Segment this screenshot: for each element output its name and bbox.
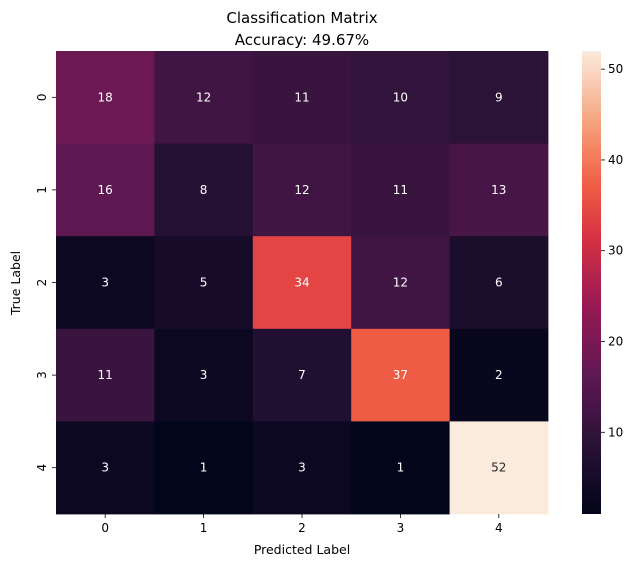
x-tick-label: 4 [495,521,503,535]
heatmap-cell-1-4 [449,143,549,237]
colorbar: 10 20 30 40 50 [582,51,623,514]
y-tick-label: 2 [35,279,49,287]
heatmap-cell-3-2 [252,328,352,422]
colorbar-tick-label: 20 [608,335,623,349]
heatmap-cell-0-3 [351,51,450,144]
x-axis-ticks: 0 1 2 3 4 [101,514,503,535]
x-tick-label: 1 [200,521,208,535]
cell-value-1-1: 8 [200,183,208,197]
cell-value-1-0: 16 [98,183,113,197]
chart-subtitle: Accuracy: 49.67% [235,31,369,49]
cell-value-1-2: 12 [294,183,309,197]
cell-value-4-2: 3 [298,461,306,475]
heatmap-cell-1-1 [154,143,254,237]
cell-value-4-4: 52 [491,461,506,475]
heatmap-cell-1-2 [252,143,352,237]
cell-value-1-3: 11 [393,183,408,197]
heatmap-cells: 18 12 11 10 916 8 12 11 133 5 34 12 611 3 7 37 23 1 3 1 52 [56,51,549,515]
heatmap-cell-1-0 [56,143,155,237]
cell-value-0-3: 10 [393,90,408,104]
x-tick-label: 3 [397,521,405,535]
heatmap-cell-4-1 [154,421,254,515]
heatmap-cell-2-1 [154,236,254,330]
y-axis-ticks: 0 1 2 3 4 [35,93,56,472]
chart-title: Classification Matrix [226,9,377,27]
y-tick-label: 4 [35,464,49,472]
colorbar-tick-label: 30 [608,244,623,258]
x-tick-label: 2 [298,521,306,535]
x-tick-label: 0 [101,521,109,535]
heatmap-cell-0-2 [252,51,352,144]
heatmap-cell-4-0 [56,421,155,515]
heatmap-cell-0-4 [449,51,549,144]
cell-value-0-1: 12 [196,90,211,104]
heatmap-cell-2-2 [252,236,352,330]
cell-value-3-3: 37 [393,368,408,382]
cell-value-3-4: 2 [495,368,503,382]
colorbar-tick-label: 10 [608,425,623,439]
y-tick-label: 3 [35,371,49,379]
colorbar-tick-label: 40 [608,153,623,167]
cell-value-0-4: 9 [495,90,503,104]
cell-value-2-0: 3 [101,276,109,290]
cell-value-4-3: 1 [397,461,405,475]
heatmap-cell-2-3 [351,236,450,330]
cell-value-0-0: 18 [98,90,113,104]
heatmap-cell-3-0 [56,328,155,422]
x-axis-label: Predicted Label [254,542,350,557]
heatmap-cell-3-1 [154,328,254,422]
cell-value-3-1: 3 [200,368,208,382]
y-axis-label: True Label [8,251,23,316]
heatmap-cell-0-1 [154,51,254,144]
heatmap-cell-3-3 [351,328,450,422]
cell-value-3-0: 11 [98,368,113,382]
y-tick-label: 0 [35,93,49,101]
cell-value-2-4: 6 [495,276,503,290]
cell-value-1-4: 13 [491,183,506,197]
heatmap-cell-1-3 [351,143,450,237]
colorbar-tick-label: 50 [608,62,623,76]
cell-value-4-1: 1 [200,461,208,475]
heatmap-cell-0-0 [56,51,155,144]
heatmap-cell-2-0 [56,236,155,330]
heatmap-cell-4-2 [252,421,352,515]
cell-value-3-2: 7 [298,368,306,382]
y-tick-label: 1 [35,186,49,194]
cell-value-2-3: 12 [393,276,408,290]
colorbar-gradient [582,51,601,514]
heatmap-cell-4-4 [449,421,549,515]
cell-value-2-2: 34 [294,276,309,290]
heatmap-cell-3-4 [449,328,549,422]
heatmap-cell-4-3 [351,421,450,515]
cell-value-2-1: 5 [200,276,208,290]
cell-value-0-2: 11 [294,90,309,104]
cell-value-4-0: 3 [101,461,109,475]
heatmap-cell-2-4 [449,236,549,330]
